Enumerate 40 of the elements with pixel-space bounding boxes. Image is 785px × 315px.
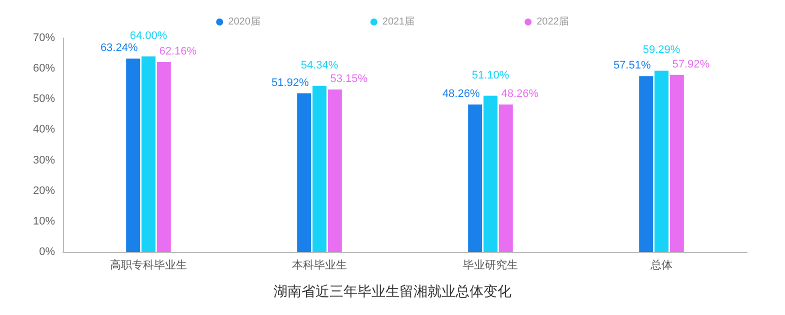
data-label: 51.92% [271,76,309,89]
data-label: 57.92% [672,58,710,70]
data-label: 48.26% [501,88,539,100]
legend-label: 2020届 [228,16,260,28]
legend-label: 2022届 [536,16,569,28]
y-tick-label: 50% [32,93,56,106]
x-tick-label: 总体 [650,258,672,272]
bar [639,76,654,252]
data-label: 48.26% [442,88,480,100]
y-tick-label: 20% [32,184,56,197]
y-tick-label: 60% [32,62,56,75]
bar [328,90,342,252]
y-tick-label: 70% [32,32,56,44]
y-tick-label: 40% [32,124,56,136]
bar [468,104,482,252]
text: 湖南省近三年毕业生留湘就业总体变化 [274,283,512,299]
data-label: 63.24% [100,42,138,54]
bar [670,74,684,252]
data-label: 59.29% [642,44,680,56]
bar [312,86,326,252]
y-tick-label: 0% [39,246,56,258]
bar [484,96,498,252]
y-tick-label: 30% [32,154,56,166]
data-label: 57.51% [613,60,651,72]
bar [126,58,140,252]
data-label: 53.15% [330,73,368,86]
x-tick-label: 高职专科毕业生 [110,258,187,272]
x-tick-label: 本科毕业生 [292,258,347,272]
bar [297,93,312,252]
data-label: 51.10% [472,69,510,82]
bar [156,62,171,252]
bar [654,70,668,252]
data-label: 62.16% [159,45,197,58]
y-tick-label: 10% [32,215,56,228]
bar [142,56,156,252]
x-tick-label: 毕业研究生 [463,258,518,272]
legend-label: 2021届 [382,16,415,28]
data-label: 64.00% [130,30,168,42]
data-label: 54.34% [300,59,338,72]
bar [498,104,513,252]
